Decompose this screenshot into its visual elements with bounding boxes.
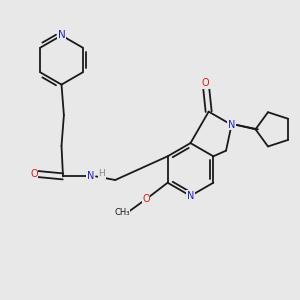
Text: H: H xyxy=(99,169,105,178)
Text: O: O xyxy=(142,194,150,204)
Text: N: N xyxy=(58,30,65,40)
Text: N: N xyxy=(228,120,235,130)
Text: O: O xyxy=(30,169,38,179)
Text: CH₃: CH₃ xyxy=(114,208,130,217)
Text: N: N xyxy=(187,191,194,201)
Text: N: N xyxy=(87,171,94,182)
Text: O: O xyxy=(202,78,209,88)
